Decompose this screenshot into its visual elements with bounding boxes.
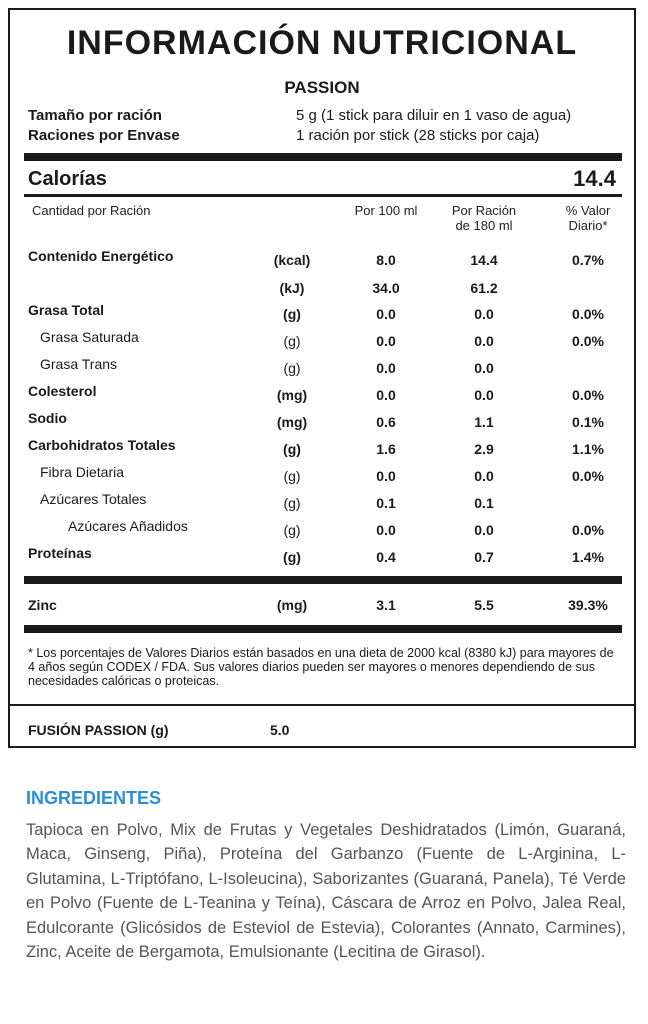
calories-label: Calorías [28, 168, 107, 190]
value-per-100ml: 0.0 [376, 306, 396, 322]
column-header-per-serving-line2: de 180 ml [455, 218, 513, 233]
nutrient-unit: (mg) [276, 387, 308, 403]
nutrient-name-total-carbohydrates: Carbohidratos Totales [28, 437, 176, 453]
value-daily-percent: 39.3% [568, 597, 608, 613]
nutrient-unit: (kJ) [279, 280, 305, 296]
divider-thin [10, 704, 634, 706]
value-per-serving: 0.0 [474, 360, 494, 376]
value-daily-percent: 0.0% [572, 468, 604, 484]
value-per-serving: 5.5 [474, 597, 494, 613]
nutrient-unit: (mg) [276, 414, 308, 430]
column-header-amount: Cantidad por Ración [32, 203, 151, 218]
value-daily-percent: 1.1% [572, 441, 604, 457]
nutrient-unit: (g) [283, 549, 301, 565]
value-per-serving: 2.9 [474, 441, 494, 457]
nutrient-name-zinc: Zinc [28, 597, 57, 613]
value-per-100ml: 1.6 [376, 441, 396, 457]
nutrition-facts-panel: INFORMACIÓN NUTRICIONAL PASSION Tamaño p… [8, 8, 636, 748]
fusion-value: 5.0 [270, 722, 290, 738]
nutrient-name-dietary-fiber: Fibra Dietaria [40, 464, 125, 480]
column-header-per-serving-line1: Por Ración [451, 203, 517, 218]
value-per-serving: 0.0 [474, 333, 494, 349]
value-per-serving: 14.4 [470, 252, 498, 268]
column-header-daily-value-line2: Diario* [568, 218, 608, 233]
nutrient-name-trans-fat: Grasa Trans [40, 356, 118, 372]
value-per-serving: 0.0 [474, 468, 494, 484]
divider-thick [24, 576, 622, 584]
value-per-100ml: 0.0 [376, 468, 396, 484]
column-header-daily-value-line1: % Valor [565, 203, 611, 218]
value-daily-percent: 0.0% [572, 387, 604, 403]
nutrient-unit: (g) [283, 360, 301, 376]
column-header-daily-value: % Valor Diario* [542, 203, 634, 233]
value-per-100ml: 8.0 [376, 252, 396, 268]
divider-thick [24, 625, 622, 633]
nutrient-name-total-sugars: Azúcares Totales [40, 491, 147, 507]
value-daily-percent: 0.0% [572, 333, 604, 349]
value-daily-percent: 0.0% [572, 306, 604, 322]
serving-size-label: Tamaño por ración [28, 107, 162, 124]
nutrient-name-cholesterol: Colesterol [28, 383, 97, 399]
value-per-serving: 0.1 [474, 495, 494, 511]
value-daily-percent: 1.4% [572, 549, 604, 565]
nutrient-unit: (g) [283, 333, 301, 349]
divider-medium [24, 194, 622, 197]
servings-value: 1 ración por stick (28 sticks por caja) [296, 127, 540, 144]
value-per-serving: 0.0 [474, 306, 494, 322]
nutrient-name-saturated-fat: Grasa Saturada [40, 329, 139, 345]
value-per-100ml: 0.4 [376, 549, 396, 565]
nutrient-name-protein: Proteínas [28, 545, 92, 561]
value-per-serving: 61.2 [470, 280, 498, 296]
nutrient-name-energy: Contenido Energético [28, 248, 174, 264]
value-per-100ml: 0.0 [376, 522, 396, 538]
value-per-serving: 0.0 [474, 387, 494, 403]
value-per-100ml: 0.1 [376, 495, 396, 511]
fusion-label: FUSIÓN PASSION (g) [28, 722, 169, 738]
nutrient-unit: (g) [283, 522, 301, 538]
ingredients-text: Tapioca en Polvo, Mix de Frutas y Vegeta… [26, 821, 626, 962]
nutrient-unit: (g) [283, 468, 301, 484]
nutrient-unit: (g) [283, 306, 301, 322]
product-name: PASSION [284, 78, 360, 97]
value-daily-percent: 0.1% [572, 414, 604, 430]
value-per-serving: 0.0 [474, 522, 494, 538]
value-per-serving: 0.7 [474, 549, 494, 565]
nutrient-unit: (g) [283, 441, 301, 457]
servings-label: Raciones por Envase [28, 127, 180, 144]
value-per-100ml: 0.0 [376, 387, 396, 403]
daily-value-footnote: * Los porcentajes de Valores Diarios est… [28, 646, 614, 688]
column-header-per-100ml: Por 100 ml [354, 203, 418, 218]
nutrient-unit: (kcal) [273, 252, 311, 268]
value-per-100ml: 0.0 [376, 333, 396, 349]
value-per-100ml: 0.0 [376, 360, 396, 376]
nutrient-name-sodium: Sodio [28, 410, 67, 426]
nutrient-unit: (g) [283, 495, 301, 511]
value-daily-percent: 0.0% [572, 522, 604, 538]
value-daily-percent: 0.7% [572, 252, 604, 268]
value-per-serving: 1.1 [474, 414, 494, 430]
nutrient-unit: (mg) [276, 597, 308, 613]
label-title: INFORMACIÓN NUTRICIONAL [66, 24, 578, 62]
serving-size-value: 5 g (1 stick para diluir en 1 vaso de ag… [296, 107, 572, 124]
divider-thick [24, 153, 622, 161]
column-header-per-serving: Por Ración de 180 ml [438, 203, 530, 233]
nutrient-name-total-fat: Grasa Total [28, 302, 104, 318]
nutrient-name-added-sugars: Azúcares Añadidos [68, 518, 188, 534]
ingredients-heading: INGREDIENTES [26, 788, 162, 808]
value-per-100ml: 34.0 [372, 280, 400, 296]
value-per-100ml: 3.1 [376, 597, 396, 613]
calories-value: 14.4 [573, 166, 616, 191]
value-per-100ml: 0.6 [376, 414, 396, 430]
